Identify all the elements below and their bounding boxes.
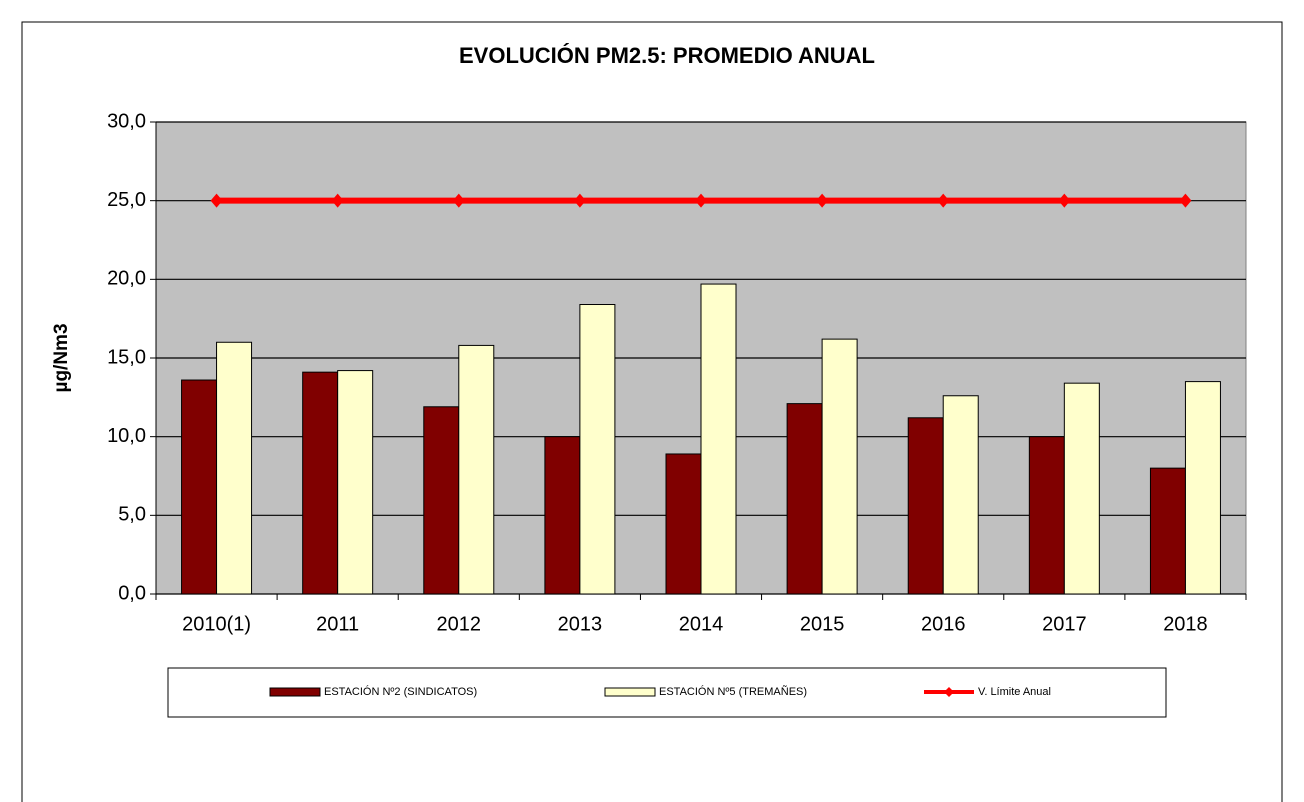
x-tick-label: 2012 [437,613,482,635]
bar [665,453,702,595]
x-tick-label: 2010(1) [182,613,251,635]
line-marker [573,193,586,208]
legend [167,667,1167,718]
x-tick-label: 2011 [316,613,359,635]
bar [544,436,581,595]
line-marker [816,193,829,208]
x-tick-label: 2016 [921,613,966,635]
legend-swatch [269,687,321,697]
y-tick-label: 15,0 [107,346,146,368]
bar [1149,467,1186,595]
legend-label: ESTACIÓN Nº2 (SINDICATOS) [324,685,477,698]
legend-swatch [604,687,656,697]
x-tick-label: 2014 [679,613,724,635]
x-tick-label: 2018 [1163,613,1208,635]
x-tick-label: 2015 [800,613,845,635]
line-marker [210,193,223,208]
y-axis-label: µg/Nm3 [51,323,72,392]
bar [181,379,218,595]
line-marker [695,193,707,208]
bar [1063,382,1100,595]
line-marker [452,193,465,208]
bar [423,406,460,595]
y-tick-label: 5,0 [118,504,146,526]
chart-title: EVOLUCIÓN PM2.5: PROMEDIO ANUAL [459,43,875,68]
y-tick-label: 30,0 [107,110,146,132]
x-tick-label: 2017 [1042,613,1087,635]
bar [302,371,339,595]
legend-label: V. Límite Anual [978,686,1051,698]
chart-border [21,21,1283,802]
bar [942,395,979,595]
bar [907,417,944,595]
line-marker [1179,193,1192,208]
line-marker [331,193,344,208]
legend-label: ESTACIÓN Nº5 (TREMAÑES) [659,685,807,698]
bar [216,341,253,595]
y-tick-label: 20,0 [107,268,146,290]
legend-swatch [944,687,954,697]
bar [337,370,374,595]
y-tick-label: 10,0 [107,425,146,447]
x-tick-label: 2013 [558,613,603,635]
bar [1184,381,1221,595]
line-marker [937,193,950,208]
bar [821,338,858,595]
bar [1028,436,1065,595]
y-tick-label: 25,0 [107,189,146,211]
bar [786,403,823,595]
line-marker [1058,193,1071,208]
bar [579,304,616,595]
y-tick-label: 0,0 [118,582,146,604]
bar [700,283,737,595]
bar [458,344,495,595]
